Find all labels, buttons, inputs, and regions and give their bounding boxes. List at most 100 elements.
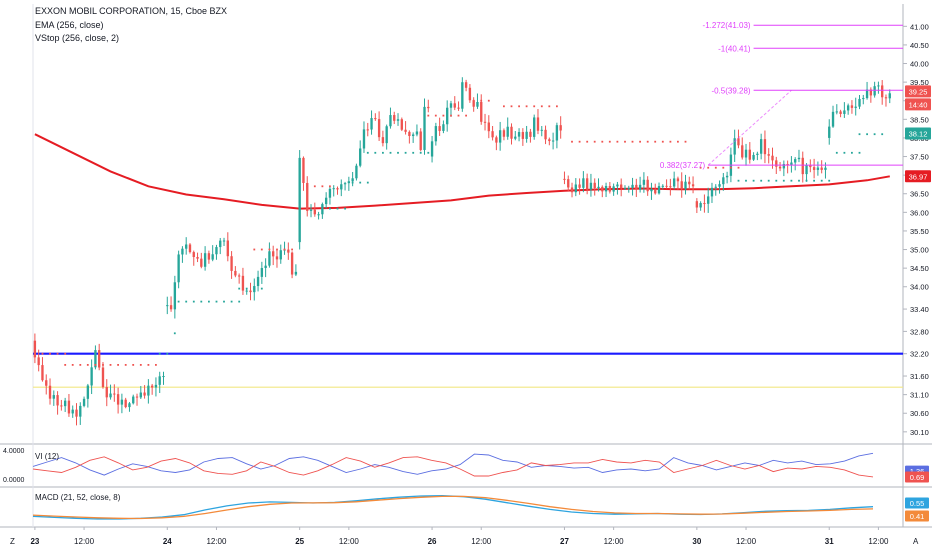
candle-body — [60, 405, 63, 407]
candle-body — [850, 105, 854, 108]
vstop-dot — [866, 133, 868, 136]
candle-body — [752, 154, 755, 160]
candle-body — [234, 270, 237, 276]
candle-body — [529, 131, 532, 137]
candle-body — [744, 149, 748, 158]
vstop-dot — [329, 207, 331, 210]
candle-body — [370, 118, 373, 130]
price-tick-label: 35.00 — [910, 246, 929, 255]
macd-pane-label[interactable]: MACD (21, 52, close, 8) — [35, 493, 121, 502]
price-tick-label: 35.50 — [910, 227, 929, 236]
vstop-dot — [374, 151, 377, 154]
vstop-dot — [843, 151, 846, 154]
candle-body — [665, 185, 668, 187]
candle-body — [41, 365, 44, 381]
vi-series-line — [32, 456, 874, 478]
candle-body — [733, 138, 736, 155]
vstop-dot — [851, 151, 853, 154]
candle-body — [124, 399, 127, 408]
vstop-dot — [699, 166, 702, 169]
fib-extension[interactable]: -1.272(41.03) -1(40.41) -0.5(39.28) 0.382(3… — [660, 21, 903, 170]
candle-body — [185, 244, 188, 249]
vstop-dot — [215, 300, 218, 303]
candle-body — [79, 405, 82, 417]
vstop-dot — [223, 300, 225, 303]
vstop-dot — [253, 287, 256, 290]
candle-body — [290, 252, 294, 275]
fib-trend-line[interactable] — [707, 89, 792, 166]
time-tick-label: 12:00 — [339, 537, 360, 546]
vi-pane[interactable]: 1.361.000.69 — [32, 452, 929, 483]
vstop-dot — [533, 105, 536, 108]
candle-body — [143, 392, 146, 396]
candle-body — [377, 119, 381, 138]
horizontal-levels[interactable] — [33, 352, 903, 388]
candle-body — [132, 396, 135, 404]
vstop-dot — [41, 352, 44, 355]
time-tick-label: 23 — [30, 537, 39, 546]
candle-body — [385, 126, 388, 144]
candle-body — [536, 117, 540, 131]
price-tick-label: 34.00 — [910, 283, 929, 292]
time-axis[interactable]: 23 12:00 24 12:00 25 12:00 26 12:00 27 12:00 30 12:… — [30, 527, 889, 546]
zoom-corner[interactable]: Z — [10, 537, 15, 546]
candle-body — [241, 275, 245, 291]
vstop-dot — [86, 364, 89, 366]
candle-body — [646, 179, 649, 192]
candle-body — [877, 85, 880, 87]
vstop-dot — [139, 364, 142, 366]
candle-body — [495, 137, 498, 143]
candle-body — [638, 184, 642, 190]
vstop-dot — [782, 179, 785, 182]
ema-line — [34, 133, 890, 210]
candle-body — [748, 149, 751, 160]
vstop-dot — [419, 151, 422, 154]
candle-body — [438, 126, 441, 131]
candle-body — [203, 253, 207, 267]
auto-scale-button[interactable]: A — [913, 537, 919, 546]
fib-level-label: -0.5(39.28) — [711, 86, 750, 95]
macd-pane[interactable]: 0.55 0.41 — [32, 495, 929, 522]
candle-body — [654, 189, 657, 194]
vstop-dot — [578, 140, 581, 143]
ema-legend[interactable]: EMA (256, close) — [35, 20, 104, 30]
signal-value-badge — [905, 510, 929, 522]
vstop-dot — [450, 114, 452, 117]
countdown-badge-label: 14:40 — [909, 100, 928, 109]
candle-body — [415, 131, 419, 135]
vi-pane-label[interactable]: VI (12) — [35, 452, 60, 461]
fib-level-label: 0.382(37.27) — [660, 161, 706, 170]
candle-body — [340, 184, 343, 190]
time-tick-label: 26 — [428, 537, 437, 546]
candle-body — [423, 106, 426, 150]
candle-body — [881, 85, 884, 98]
candle-body — [650, 189, 653, 192]
vstop-dot — [117, 364, 119, 366]
candle-body — [294, 271, 298, 275]
vstop-dot — [177, 300, 180, 303]
candle-body — [582, 178, 585, 188]
vstop-dot — [631, 140, 634, 143]
candle-body — [222, 240, 226, 242]
time-tick-label: 12:00 — [736, 537, 757, 546]
vstop-dot — [639, 140, 641, 143]
vstop-dot — [835, 151, 838, 154]
candle-body — [684, 181, 687, 190]
candle-body — [604, 186, 608, 192]
candle-body — [150, 385, 154, 388]
time-tick-label: 12:00 — [206, 537, 227, 546]
vstop-badge-label: 38.12 — [909, 129, 928, 138]
candle-body — [196, 257, 199, 259]
vstop-legend[interactable]: VStop (256, close, 2) — [35, 33, 120, 43]
candle-body — [548, 139, 551, 142]
vstop-dot — [109, 364, 112, 366]
candle-body — [211, 254, 214, 260]
vstop-dot — [200, 300, 203, 303]
vstop-dot — [427, 114, 430, 117]
candle-body — [714, 186, 717, 188]
price-badges: 39.25 14:40 38.12 36.97 — [905, 85, 931, 183]
vstop-dot — [64, 352, 67, 355]
vstop-dot — [173, 332, 176, 335]
last-price-badge-label: 39.25 — [909, 87, 928, 96]
